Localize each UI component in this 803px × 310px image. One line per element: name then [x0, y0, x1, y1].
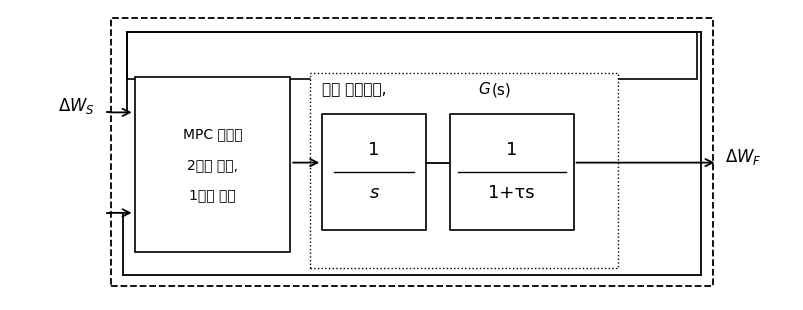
Text: $\Delta W_S$: $\Delta W_S$ [58, 96, 95, 116]
Bar [450, 114, 573, 230]
Text: 1개의 출력: 1개의 출력 [189, 188, 235, 202]
Text: 1: 1 [505, 141, 517, 159]
Bar [310, 73, 617, 268]
Text: 2개의 입력,: 2개의 입력, [186, 158, 238, 172]
Bar [111, 18, 712, 286]
Bar [322, 114, 426, 230]
Text: (s): (s) [491, 82, 512, 97]
Text: 발브 스테이션,: 발브 스테이션, [322, 82, 391, 97]
Bar [134, 78, 290, 252]
Bar [126, 32, 696, 79]
Text: $\Delta W_F$: $\Delta W_F$ [724, 147, 761, 166]
Text: G: G [477, 82, 489, 97]
Text: MPC 제어기: MPC 제어기 [182, 127, 242, 141]
Text: s: s [369, 184, 378, 202]
Text: 1+τs: 1+τs [488, 184, 535, 202]
Text: 1: 1 [368, 141, 379, 159]
